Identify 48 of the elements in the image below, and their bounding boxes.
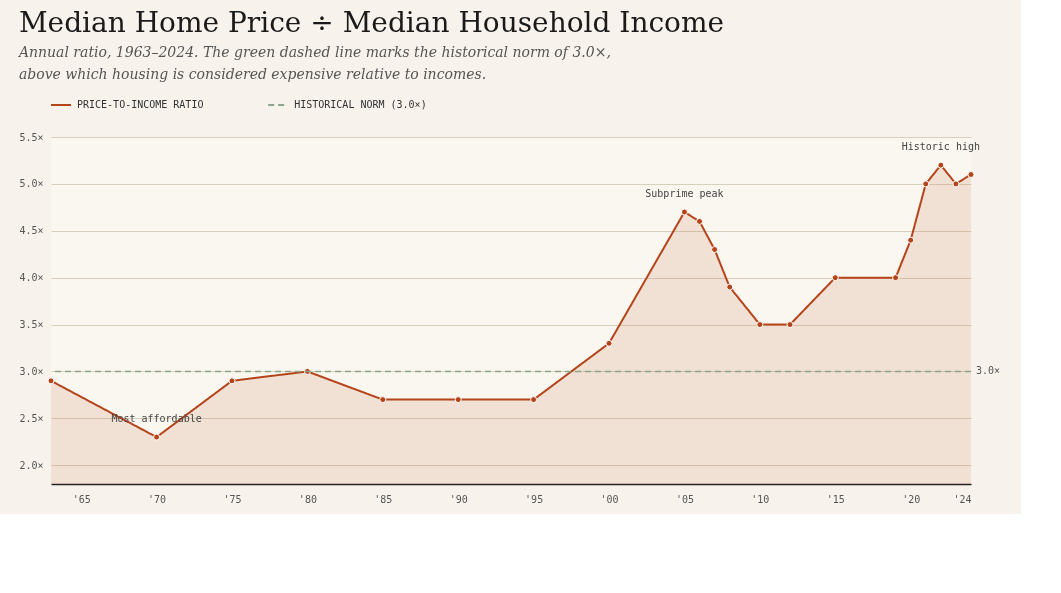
- x-tick-label: '00: [600, 493, 619, 505]
- point: [786, 321, 794, 329]
- y-tick-label: 2.5×: [19, 412, 44, 424]
- x-tick-label: '90: [449, 493, 468, 505]
- point: [680, 208, 688, 216]
- y-tick-label: 3.0×: [19, 365, 44, 377]
- y-tick-label: 2.0×: [19, 459, 44, 471]
- x-tick-label: '80: [298, 493, 317, 505]
- y-tick-label: 4.5×: [19, 225, 44, 237]
- x-tick-label: '10: [751, 493, 770, 505]
- chart-title: Median Home Price ÷ Median Household Income: [18, 6, 725, 39]
- x-tick-label: '20: [902, 493, 921, 505]
- ref-line-label: 3.0×: [976, 365, 1001, 377]
- legend-label: PRICE-TO-INCOME RATIO: [77, 99, 204, 110]
- point: [153, 433, 161, 441]
- x-tick-label: '24: [953, 493, 972, 505]
- x-tick-label: '65: [72, 493, 91, 505]
- y-tick-label: 5.5×: [19, 131, 44, 143]
- x-tick-label: '70: [148, 493, 167, 505]
- x-tick-label: '15: [826, 493, 845, 505]
- point: [726, 283, 734, 291]
- annotation: Historic high: [901, 141, 980, 153]
- y-tick-label: 4.0×: [19, 272, 44, 284]
- point: [696, 217, 704, 225]
- point: [530, 396, 538, 404]
- point: [937, 161, 945, 169]
- point: [922, 180, 930, 188]
- point: [605, 339, 613, 347]
- y-tick-label: 3.5×: [19, 319, 44, 331]
- point: [831, 274, 839, 282]
- x-tick-label: '95: [525, 493, 544, 505]
- annotation: Subprime peak: [645, 188, 724, 200]
- point: [967, 171, 975, 179]
- point: [892, 274, 900, 282]
- point: [907, 236, 915, 244]
- text: HISTORICAL NORM (3.0×): [294, 99, 427, 110]
- point: [47, 377, 55, 385]
- x-tick-label: '05: [675, 493, 694, 505]
- y-tick-label: 5.0×: [19, 178, 44, 190]
- chart-subtitle: Annual ratio, 1963–2024. The green dashed line marks the historical norm of 3.0×, above which housing is considered expensive relative to incomes.: [16, 44, 611, 82]
- x-tick-label: '85: [374, 493, 393, 505]
- point: [711, 246, 719, 254]
- point: [379, 396, 387, 404]
- point: [952, 180, 960, 188]
- point: [454, 396, 462, 404]
- point: [228, 377, 236, 385]
- point: [756, 321, 764, 329]
- x-tick-label: '75: [223, 493, 242, 505]
